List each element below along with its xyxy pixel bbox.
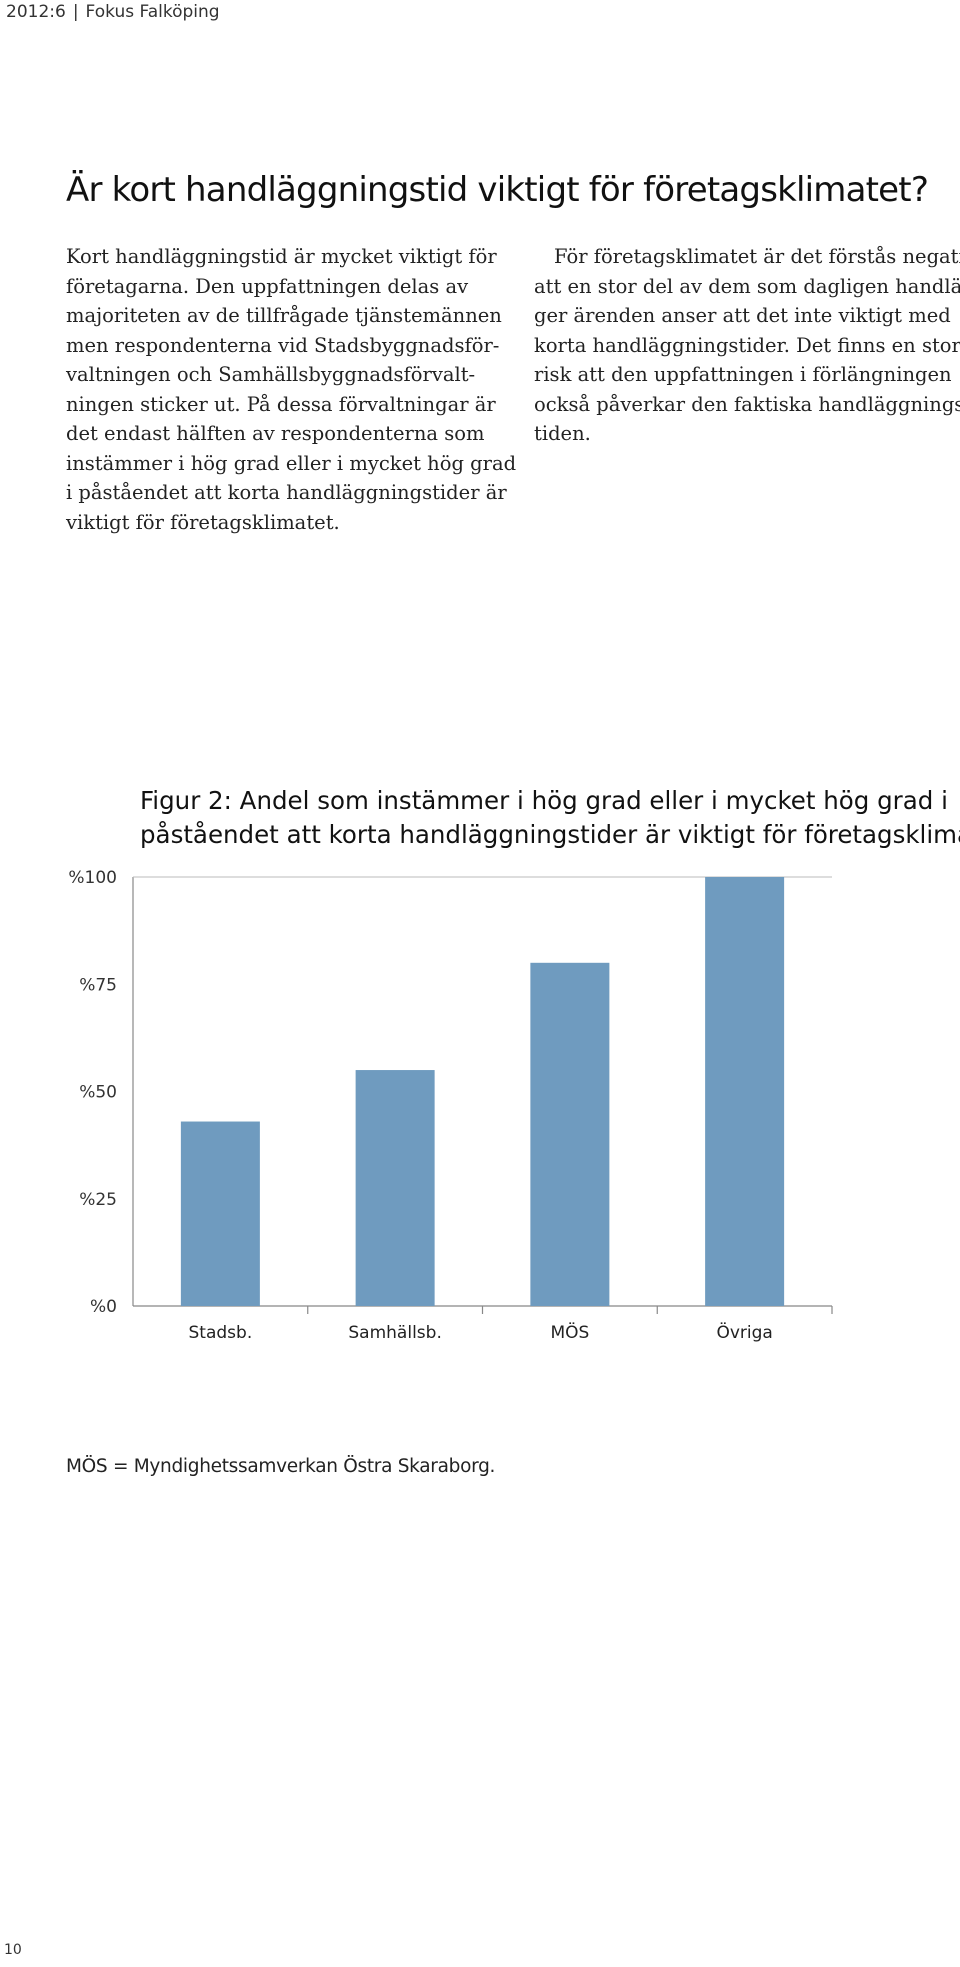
y-tick-label: %75 bbox=[79, 975, 117, 995]
y-tick-label: %50 bbox=[79, 1083, 117, 1103]
bar bbox=[355, 1070, 435, 1306]
article-title: Är kort handläggningstid viktigt för för… bbox=[66, 170, 929, 210]
paragraph-line: valtningen och Samhällsbyggnadsförvalt- bbox=[66, 363, 476, 386]
x-tick-label: MÖS bbox=[550, 1321, 589, 1343]
page-number: 10 bbox=[4, 1942, 22, 1958]
issue-number: 2012:6 bbox=[6, 2, 66, 22]
paragraph-line: ningen sticker ut. På dessa förvaltninga… bbox=[66, 392, 496, 416]
y-tick-label: %25 bbox=[79, 1190, 117, 1210]
publication-name: Fokus Falköping bbox=[85, 2, 220, 22]
x-tick-label: Stadsb. bbox=[189, 1323, 253, 1343]
paragraph-line: företagarna. Den uppfattningen delas av bbox=[66, 274, 469, 298]
right-column: För företagsklimatet är det förstås nega… bbox=[534, 242, 960, 449]
paragraph-line: viktigt för företagsklimatet. bbox=[66, 510, 340, 534]
paragraph-line: majoriteten av de tillfrågade tjänstemän… bbox=[66, 304, 502, 327]
caption-line: Figur 2: Andel som instämmer i hög grad … bbox=[140, 786, 948, 815]
bar-chart: %0 %25 %50 %75 %100 Stadsb. Samhällsb. MÖS Övrig… bbox=[68, 868, 833, 1343]
paragraph-line: det endast hälften av respondenterna som bbox=[66, 422, 485, 445]
x-tick-label: Övriga bbox=[716, 1321, 772, 1343]
bar bbox=[705, 877, 785, 1306]
paragraph-line: korta handläggningstider. Det finns en s… bbox=[534, 333, 960, 357]
figure-footnote: MÖS = Myndighetssamverkan Östra Skarabor… bbox=[66, 1456, 496, 1477]
left-column: Kort handläggningstid är mycket viktigt … bbox=[66, 242, 517, 537]
header-separator: | bbox=[72, 2, 79, 22]
caption-line: påståendet att korta handläggningstider … bbox=[140, 820, 960, 849]
y-tick-label: %100 bbox=[68, 868, 117, 888]
bar bbox=[530, 962, 610, 1306]
paragraph-line: risk att den uppfattningen i förlängning… bbox=[534, 363, 952, 386]
paragraph-line: Kort handläggningstid är mycket viktigt … bbox=[66, 245, 497, 268]
paragraph-line: men respondenterna vid Stadsbyggnadsför- bbox=[66, 333, 500, 357]
x-tick-label: Samhällsb. bbox=[348, 1323, 441, 1343]
paragraph-line: att en stor del av dem som dagligen hand… bbox=[534, 274, 960, 298]
running-head: 2012:6 | Fokus Falköping bbox=[6, 2, 220, 22]
figure-caption: Figur 2: Andel som instämmer i hög grad … bbox=[140, 784, 960, 852]
paragraph-line: instämmer i hög grad eller i mycket hög … bbox=[66, 451, 517, 475]
bar bbox=[180, 1121, 260, 1306]
paragraph-line: också påverkar den faktiska handläggning… bbox=[534, 392, 960, 416]
paragraph-line: ger ärenden anser att det inte viktigt m… bbox=[534, 304, 951, 327]
paragraph-line: För företagsklimatet är det förstås nega… bbox=[554, 245, 960, 268]
paragraph-line: i påståendet att korta handläggningstide… bbox=[66, 481, 507, 504]
paragraph-line: tiden. bbox=[534, 422, 591, 445]
y-tick-label: %0 bbox=[90, 1297, 117, 1317]
